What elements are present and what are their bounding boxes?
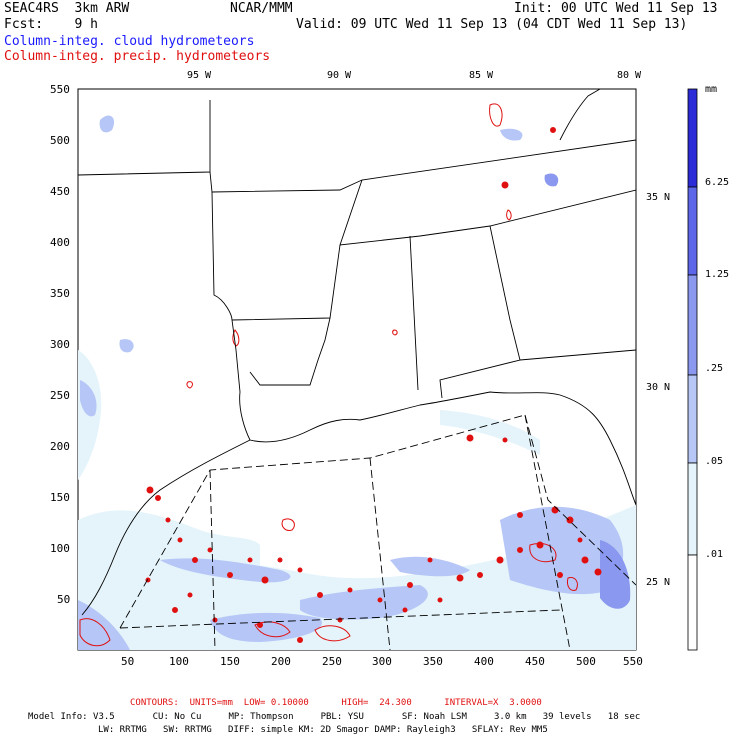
x-tick: 350 (423, 655, 443, 668)
y-tick: 550 (50, 83, 70, 96)
x-tick: 500 (576, 655, 596, 668)
boundaries (77, 88, 637, 616)
model-info-line2: LW: RRTMG SW: RRTMG DIFF: simple KM: 2D … (98, 725, 548, 735)
legend-precip: Column-integ. precip. hydrometeors (4, 49, 271, 64)
contour-info: CONTOURS: UNITS=mm LOW= 0.10000 HIGH= 24… (130, 698, 542, 708)
model-title: SEAC4RS 3km ARW (4, 1, 130, 16)
colorbar-label: 6.25 (705, 177, 730, 188)
lat-label: 35 N (646, 192, 671, 203)
colorbar-label: .05 (705, 456, 724, 467)
lon-label: 95 W (187, 70, 212, 81)
colorbar-unit: mm (705, 84, 718, 95)
y-tick: 300 (50, 338, 70, 351)
colorbar (687, 88, 698, 651)
model-info-line1: Model Info: V3.5 CU: No Cu MP: Thompson … (28, 712, 641, 722)
x-tick: 550 (623, 655, 643, 668)
x-tick: 200 (271, 655, 291, 668)
y-tick: 250 (50, 389, 70, 402)
y-tick: 400 (50, 236, 70, 249)
lat-label: 30 N (646, 382, 671, 393)
x-tick: 450 (525, 655, 545, 668)
valid-time: Valid: 09 UTC Wed 11 Sep 13 (04 CDT Wed … (296, 17, 688, 32)
inner-domain (119, 414, 637, 651)
x-tick: 250 (322, 655, 342, 668)
precip-field (79, 103, 602, 647)
colorbar-label: 1.25 (705, 269, 730, 280)
institution-label: NCAR/MMM (230, 1, 293, 16)
x-tick: 50 (121, 655, 135, 668)
x-tick: 400 (474, 655, 494, 668)
y-tick: 200 (50, 440, 70, 453)
y-tick: 100 (50, 542, 70, 555)
y-tick: 50 (57, 593, 71, 606)
y-tick: 450 (50, 185, 70, 198)
lon-label: 85 W (469, 70, 494, 81)
lon-label: 80 W (617, 70, 642, 81)
legend-cloud: Column-integ. cloud hydrometeors (4, 34, 255, 49)
x-tick: 150 (220, 655, 240, 668)
lon-label: 90 W (327, 70, 352, 81)
colorbar-label: .01 (705, 549, 724, 560)
colorbar-label: .25 (705, 363, 724, 374)
x-tick: 300 (372, 655, 392, 668)
y-tick: 150 (50, 491, 70, 504)
y-tick: 500 (50, 134, 70, 147)
init-time: Init: 00 UTC Wed 11 Sep 13 (514, 1, 718, 16)
x-tick: 100 (169, 655, 189, 668)
forecast-hour: Fcst: 9 h (4, 17, 98, 32)
lat-label: 25 N (646, 577, 671, 588)
y-tick: 350 (50, 287, 70, 300)
